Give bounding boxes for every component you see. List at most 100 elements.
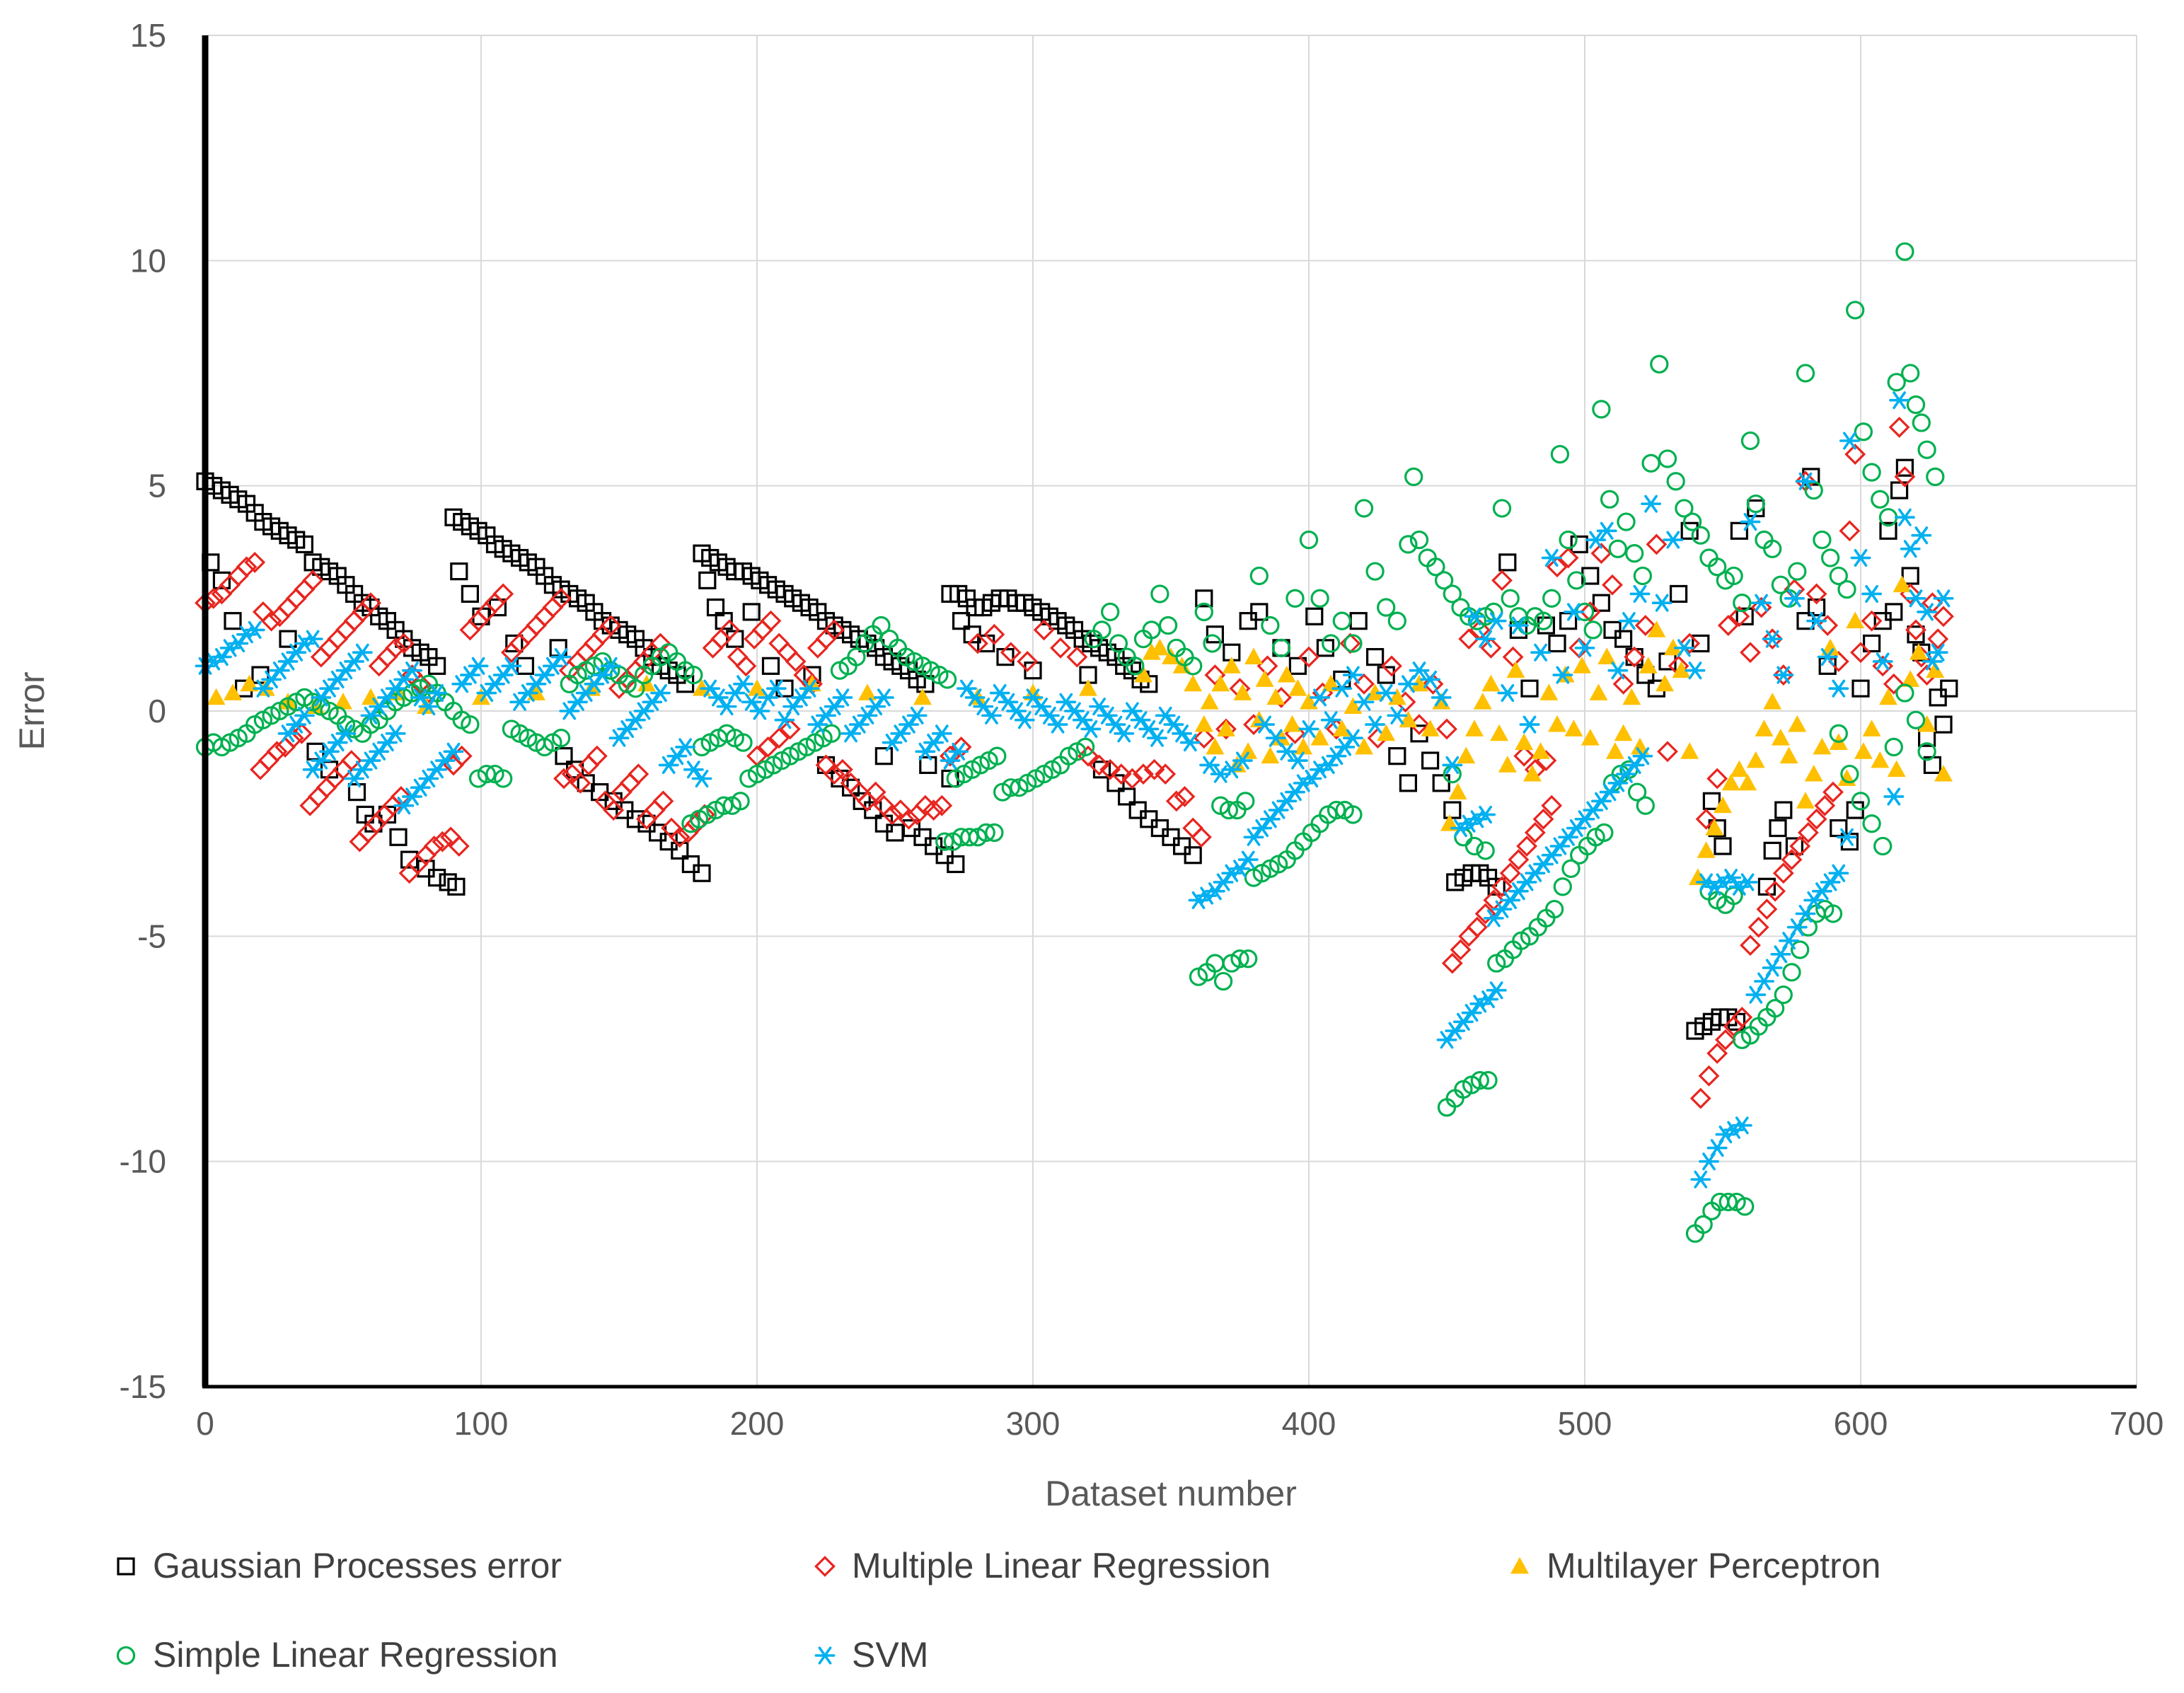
data-point bbox=[567, 693, 588, 711]
data-point bbox=[872, 616, 891, 635]
data-point bbox=[1636, 796, 1655, 815]
data-point bbox=[985, 823, 1004, 843]
data-point bbox=[1549, 837, 1571, 855]
x-tick-label: 200 bbox=[730, 1405, 785, 1442]
data-point bbox=[1774, 985, 1793, 1005]
data-point bbox=[1254, 715, 1276, 734]
data-point bbox=[1561, 859, 1581, 878]
data-point bbox=[1646, 533, 1668, 555]
data-point bbox=[981, 706, 1002, 724]
data-point bbox=[724, 683, 746, 703]
data-point bbox=[1765, 999, 1785, 1018]
data-point bbox=[1574, 639, 1595, 657]
data-point bbox=[344, 769, 365, 788]
x-tick-label: 500 bbox=[1558, 1405, 1612, 1442]
data-point bbox=[1820, 548, 1840, 567]
data-point bbox=[998, 693, 1019, 711]
data-point bbox=[393, 670, 415, 688]
data-point bbox=[1827, 651, 1849, 672]
data-point bbox=[1310, 589, 1329, 608]
data-point bbox=[427, 761, 448, 779]
data-point bbox=[1114, 724, 1135, 743]
data-point bbox=[1706, 768, 1728, 790]
data-point bbox=[1624, 646, 1646, 668]
data-point bbox=[1872, 652, 1893, 671]
data-point bbox=[1663, 531, 1684, 549]
data-point bbox=[1650, 354, 1669, 374]
data-point bbox=[1331, 679, 1353, 698]
data-point bbox=[1558, 828, 1579, 846]
data-point bbox=[1762, 630, 1783, 648]
data-point bbox=[550, 587, 572, 609]
data-point bbox=[1353, 693, 1375, 711]
data-point bbox=[1814, 795, 1836, 816]
data-point bbox=[1755, 720, 1774, 736]
data-point bbox=[1737, 873, 1758, 891]
data-point bbox=[1265, 729, 1286, 747]
data-point bbox=[559, 702, 580, 720]
data-point bbox=[1718, 1192, 1738, 1212]
data-point bbox=[1756, 898, 1778, 920]
data-point bbox=[1498, 756, 1517, 773]
data-point bbox=[1442, 756, 1463, 774]
data-point bbox=[1215, 718, 1237, 740]
data-point bbox=[1552, 666, 1573, 684]
data-point bbox=[261, 670, 282, 688]
data-point bbox=[865, 698, 886, 716]
data-point bbox=[1195, 589, 1213, 608]
data-point bbox=[1632, 747, 1653, 765]
data-point bbox=[1735, 1197, 1755, 1216]
x-tick-label: 0 bbox=[196, 1405, 214, 1442]
data-point bbox=[1602, 574, 1623, 596]
data-point bbox=[459, 666, 480, 684]
data-point bbox=[1738, 773, 1757, 791]
data-point bbox=[1088, 754, 1110, 776]
data-point bbox=[1244, 647, 1263, 664]
data-point bbox=[1162, 828, 1180, 846]
data-point bbox=[1934, 715, 1953, 734]
data-point bbox=[790, 688, 811, 707]
data-point bbox=[956, 679, 977, 698]
data-point bbox=[1422, 673, 1444, 695]
data-point bbox=[1277, 665, 1296, 683]
data-point bbox=[600, 657, 621, 675]
data-point bbox=[1705, 819, 1724, 836]
data-point bbox=[633, 702, 654, 720]
data-point bbox=[1409, 661, 1430, 680]
data-point bbox=[1464, 836, 1484, 856]
data-point bbox=[1689, 1087, 1711, 1109]
data-point bbox=[1301, 769, 1322, 788]
data-point bbox=[260, 610, 282, 632]
legend: Gaussian Processes error Multiple Linear … bbox=[116, 1546, 1880, 1675]
data-point bbox=[385, 637, 407, 659]
x-tick-label: 400 bbox=[1282, 1405, 1336, 1442]
legend-label: Gaussian Processes error bbox=[153, 1546, 562, 1585]
data-point bbox=[1432, 774, 1450, 792]
data-point bbox=[1236, 792, 1255, 811]
data-point bbox=[1377, 724, 1396, 741]
data-point bbox=[1285, 783, 1305, 802]
data-point bbox=[1519, 715, 1540, 734]
data-point bbox=[1056, 693, 1077, 711]
data-point bbox=[1717, 615, 1739, 636]
data-point bbox=[1491, 876, 1513, 898]
data-point bbox=[1772, 664, 1794, 686]
data-point bbox=[684, 665, 703, 685]
data-point bbox=[1203, 634, 1222, 653]
data-point bbox=[779, 718, 801, 740]
data-point bbox=[1486, 612, 1507, 630]
data-point bbox=[432, 831, 453, 853]
data-point bbox=[1097, 706, 1118, 724]
data-point bbox=[799, 679, 820, 698]
data-point bbox=[1147, 729, 1167, 747]
data-point bbox=[848, 715, 869, 734]
data-point bbox=[1194, 602, 1213, 622]
data-point bbox=[824, 763, 845, 785]
data-point bbox=[526, 675, 547, 693]
data-point bbox=[1692, 634, 1710, 653]
data-point bbox=[913, 828, 932, 846]
data-point bbox=[327, 734, 348, 752]
data-point bbox=[1694, 1215, 1713, 1234]
data-point bbox=[1344, 697, 1363, 715]
data-point bbox=[1803, 891, 1825, 909]
